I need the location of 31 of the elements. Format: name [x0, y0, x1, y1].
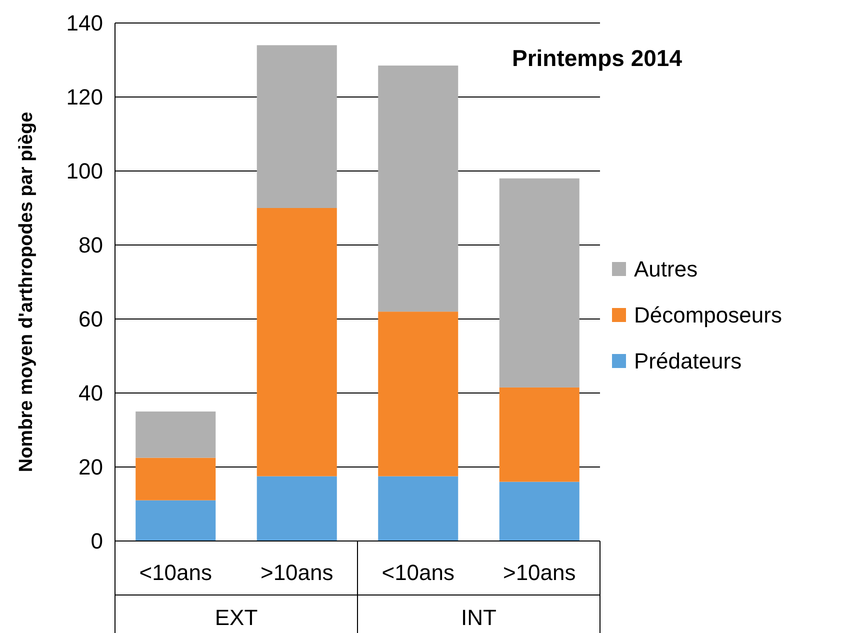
x-tick-label: >10ans	[260, 560, 334, 585]
y-tick-label: 140	[66, 10, 103, 36]
y-tick-label: 20	[78, 454, 103, 480]
x-tick-label: <10ans	[139, 560, 212, 585]
bar	[256, 208, 337, 476]
bar	[136, 412, 216, 458]
y-tick-label: 80	[78, 232, 103, 258]
y-tick-label: 120	[66, 84, 103, 110]
x-tick-label: >10ans	[502, 560, 576, 585]
x-tick-label: <10ans	[382, 560, 455, 585]
bar	[136, 458, 216, 500]
y-tick-label: 100	[66, 158, 103, 184]
bar	[499, 482, 580, 541]
text: INT	[461, 605, 496, 630]
bar	[378, 66, 458, 312]
y-tick-label: 60	[78, 306, 103, 332]
bar	[136, 500, 216, 541]
bar	[256, 476, 337, 541]
text: Printemps 2014	[512, 45, 682, 71]
bar	[499, 178, 580, 388]
bar	[378, 312, 458, 476]
y-tick-label: 40	[78, 380, 103, 406]
legend-label: Décomposeurs	[634, 302, 782, 328]
bar	[256, 45, 337, 208]
bar	[378, 476, 458, 541]
text: EXT	[214, 605, 258, 630]
legend-label: Prédateurs	[634, 348, 742, 374]
y-tick-label: 0	[90, 528, 103, 554]
bar	[499, 387, 580, 482]
legend-label: Autres	[634, 256, 698, 282]
y-axis-title: Nombre moyen d'arthropodes par piège	[16, 112, 37, 472]
